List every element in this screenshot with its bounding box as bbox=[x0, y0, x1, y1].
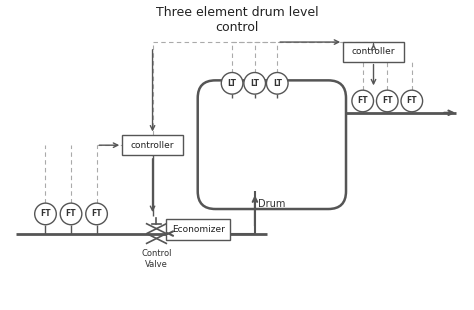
Text: Economizer: Economizer bbox=[172, 225, 225, 234]
Text: FT: FT bbox=[357, 96, 368, 105]
Circle shape bbox=[401, 90, 423, 112]
Text: FT: FT bbox=[40, 210, 51, 219]
Circle shape bbox=[60, 203, 82, 225]
FancyBboxPatch shape bbox=[198, 80, 346, 209]
Text: FT: FT bbox=[91, 210, 102, 219]
Circle shape bbox=[376, 90, 398, 112]
Text: FT: FT bbox=[66, 210, 76, 219]
Circle shape bbox=[266, 73, 288, 94]
Text: Control
Valve: Control Valve bbox=[141, 249, 172, 269]
FancyBboxPatch shape bbox=[343, 42, 404, 62]
FancyBboxPatch shape bbox=[166, 219, 230, 241]
Text: LT: LT bbox=[250, 79, 259, 88]
Circle shape bbox=[35, 203, 56, 225]
Text: FT: FT bbox=[382, 96, 392, 105]
Circle shape bbox=[86, 203, 108, 225]
Text: Drum: Drum bbox=[258, 199, 285, 209]
Text: Three element drum level
control: Three element drum level control bbox=[155, 6, 319, 34]
Text: LT: LT bbox=[228, 79, 237, 88]
FancyBboxPatch shape bbox=[122, 135, 183, 155]
Text: FT: FT bbox=[407, 96, 417, 105]
Circle shape bbox=[221, 73, 243, 94]
Text: controller: controller bbox=[352, 47, 395, 56]
Circle shape bbox=[244, 73, 265, 94]
Text: controller: controller bbox=[131, 141, 174, 150]
Text: LT: LT bbox=[273, 79, 282, 88]
Circle shape bbox=[352, 90, 374, 112]
